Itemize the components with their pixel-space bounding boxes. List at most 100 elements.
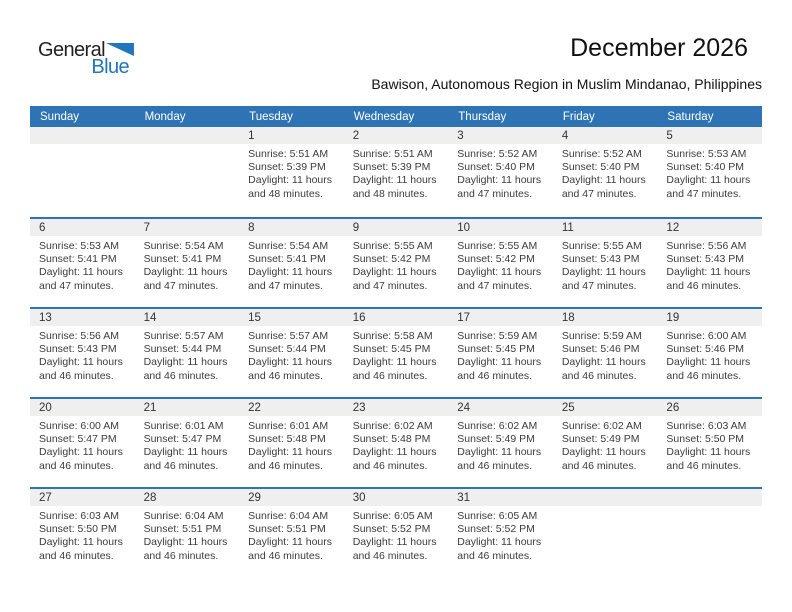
sunrise-line: Sunrise: 6:05 AM xyxy=(352,510,433,522)
day-number: 16 xyxy=(343,309,449,326)
daylight-line-1: Daylight: 11 hours xyxy=(457,446,542,459)
day-details: Sunrise: 5:57 AM Sunset: 5:44 PM Daylight:… xyxy=(135,326,240,383)
sunset-line: Sunset: 5:48 PM xyxy=(248,433,326,446)
day-number: 24 xyxy=(448,399,553,416)
daylight-line-1: Daylight: 11 hours xyxy=(39,446,123,459)
daylight-line-1: Daylight: 11 hours xyxy=(352,356,437,369)
day-cell: 7 Sunrise: 5:54 AM Sunset: 5:41 PM Daylight… xyxy=(134,219,240,307)
day-cell: 13 Sunrise: 5:56 AM Sunset: 5:43 PM Dayligh… xyxy=(30,309,135,397)
sunset-line: Sunset: 5:51 PM xyxy=(143,523,222,536)
day-cell: 30 Sunrise: 6:05 AM Sunset: 5:52 PM Dayligh… xyxy=(343,489,449,577)
day-details: Sunrise: 5:53 AM Sunset: 5:41 PM Daylight:… xyxy=(30,236,135,293)
daylight-line-2: and 46 minutes. xyxy=(352,459,428,472)
day-number: 25 xyxy=(552,399,658,416)
day-header-monday: Monday xyxy=(144,110,186,123)
sunset-line: Sunset: 5:43 PM xyxy=(39,343,117,356)
day-number: 20 xyxy=(30,399,135,416)
daylight-line-2: and 47 minutes. xyxy=(143,279,219,292)
day-cell: 17 Sunrise: 5:59 AM Sunset: 5:45 PM Dayligh… xyxy=(448,309,553,397)
daylight-line-2: and 47 minutes. xyxy=(666,187,742,200)
daylight-line-1: Daylight: 11 hours xyxy=(248,536,332,549)
day-number: 7 xyxy=(134,219,240,236)
day-cell xyxy=(134,127,240,217)
day-details: Sunrise: 5:51 AM Sunset: 5:39 PM Daylight:… xyxy=(344,144,449,201)
day-details: Sunrise: 6:02 AM Sunset: 5:48 PM Daylight:… xyxy=(344,416,449,473)
day-details: Sunrise: 6:01 AM Sunset: 5:47 PM Daylight:… xyxy=(135,416,240,473)
day-details: Sunrise: 5:57 AM Sunset: 5:44 PM Daylight:… xyxy=(239,326,344,383)
daylight-line-1: Daylight: 11 hours xyxy=(248,266,332,279)
daylight-line-2: and 46 minutes. xyxy=(39,459,114,472)
sunrise-line: Sunrise: 5:55 AM xyxy=(561,240,642,252)
day-cell xyxy=(657,489,762,577)
daylight-line-2: and 46 minutes. xyxy=(248,549,323,562)
sunset-line: Sunset: 5:42 PM xyxy=(352,253,431,266)
day-cell: 24 Sunrise: 6:02 AM Sunset: 5:49 PM Dayligh… xyxy=(448,399,553,487)
day-details: Sunrise: 5:56 AM Sunset: 5:43 PM Daylight:… xyxy=(30,326,135,383)
day-number xyxy=(134,127,240,144)
day-number: 1 xyxy=(239,127,344,144)
day-details: Sunrise: 5:59 AM Sunset: 5:46 PM Daylight:… xyxy=(553,326,658,383)
sunset-line: Sunset: 5:49 PM xyxy=(457,433,535,446)
day-header-sunday: Sunday xyxy=(40,110,80,123)
day-details: Sunrise: 6:01 AM Sunset: 5:48 PM Daylight:… xyxy=(239,416,344,473)
sunset-line: Sunset: 5:40 PM xyxy=(457,161,535,174)
daylight-line-2: and 46 minutes. xyxy=(143,369,219,382)
daylight-line-1: Daylight: 11 hours xyxy=(666,356,751,369)
daylight-line-1: Daylight: 11 hours xyxy=(248,174,332,187)
calendar-body: 1 Sunrise: 5:51 AM Sunset: 5:39 PM Daylight… xyxy=(30,127,762,577)
day-details: Sunrise: 5:53 AM Sunset: 5:40 PM Daylight:… xyxy=(657,144,762,201)
day-cell: 6 Sunrise: 5:53 AM Sunset: 5:41 PM Daylight… xyxy=(30,219,135,307)
daylight-line-1: Daylight: 11 hours xyxy=(248,356,332,369)
day-details: Sunrise: 5:58 AM Sunset: 5:45 PM Daylight:… xyxy=(344,326,449,383)
sunrise-line: Sunrise: 6:00 AM xyxy=(39,420,119,432)
daylight-line-1: Daylight: 11 hours xyxy=(561,174,646,187)
daylight-line-2: and 46 minutes. xyxy=(248,459,323,472)
day-cell: 28 Sunrise: 6:04 AM Sunset: 5:51 PM Dayligh… xyxy=(134,489,240,577)
day-cell: 25 Sunrise: 6:02 AM Sunset: 5:49 PM Dayligh… xyxy=(552,399,658,487)
daylight-line-2: and 46 minutes. xyxy=(561,369,637,382)
calendar-week-row: 20 Sunrise: 6:00 AM Sunset: 5:47 PM Dayligh… xyxy=(30,397,762,487)
daylight-line-2: and 47 minutes. xyxy=(352,279,428,292)
day-number: 17 xyxy=(448,309,553,326)
sunset-line: Sunset: 5:52 PM xyxy=(457,523,535,536)
day-cell: 27 Sunrise: 6:03 AM Sunset: 5:50 PM Dayligh… xyxy=(30,489,135,577)
logo-triangle-icon xyxy=(105,43,134,56)
day-cell: 31 Sunrise: 6:05 AM Sunset: 5:52 PM Dayligh… xyxy=(448,489,553,577)
day-details: Sunrise: 5:56 AM Sunset: 5:43 PM Daylight:… xyxy=(657,236,762,293)
daylight-line-2: and 48 minutes. xyxy=(352,187,428,200)
sunset-line: Sunset: 5:45 PM xyxy=(352,343,431,356)
day-number: 29 xyxy=(239,489,344,506)
day-number: 13 xyxy=(30,309,135,326)
sunset-line: Sunset: 5:45 PM xyxy=(457,343,535,356)
daylight-line-1: Daylight: 11 hours xyxy=(561,356,646,369)
day-details: Sunrise: 6:00 AM Sunset: 5:46 PM Daylight:… xyxy=(657,326,762,383)
sunrise-line: Sunrise: 6:01 AM xyxy=(143,420,224,432)
day-cell: 21 Sunrise: 6:01 AM Sunset: 5:47 PM Dayligh… xyxy=(134,399,240,487)
day-cell: 4 Sunrise: 5:52 AM Sunset: 5:40 PM Daylight… xyxy=(552,127,658,217)
sunrise-line: Sunrise: 6:00 AM xyxy=(666,330,747,342)
sunset-line: Sunset: 5:40 PM xyxy=(561,161,640,174)
sunrise-line: Sunrise: 6:03 AM xyxy=(39,510,119,522)
daylight-line-2: and 46 minutes. xyxy=(143,549,219,562)
day-number xyxy=(657,489,762,506)
day-cell: 18 Sunrise: 5:59 AM Sunset: 5:46 PM Dayligh… xyxy=(552,309,658,397)
sunrise-line: Sunrise: 6:02 AM xyxy=(561,420,642,432)
sunset-line: Sunset: 5:47 PM xyxy=(143,433,222,446)
day-cell: 9 Sunrise: 5:55 AM Sunset: 5:42 PM Daylight… xyxy=(343,219,449,307)
daylight-line-2: and 46 minutes. xyxy=(457,459,532,472)
daylight-line-1: Daylight: 11 hours xyxy=(39,536,123,549)
day-cell: 26 Sunrise: 6:03 AM Sunset: 5:50 PM Dayligh… xyxy=(657,399,762,487)
calendar-table: Sunday Monday Tuesday Wednesday Thursday… xyxy=(30,106,762,577)
daylight-line-2: and 46 minutes. xyxy=(352,369,428,382)
daylight-line-1: Daylight: 11 hours xyxy=(561,446,646,459)
day-number: 14 xyxy=(134,309,240,326)
day-cell: 20 Sunrise: 6:00 AM Sunset: 5:47 PM Dayligh… xyxy=(30,399,135,487)
day-header-thursday: Thursday xyxy=(458,110,507,123)
sunrise-line: Sunrise: 5:54 AM xyxy=(248,240,329,252)
daylight-line-1: Daylight: 11 hours xyxy=(143,266,228,279)
daylight-line-1: Daylight: 11 hours xyxy=(666,446,751,459)
daylight-line-2: and 46 minutes. xyxy=(561,459,637,472)
calendar-week-row: 27 Sunrise: 6:03 AM Sunset: 5:50 PM Dayligh… xyxy=(30,487,762,577)
sunset-line: Sunset: 5:43 PM xyxy=(561,253,640,266)
daylight-line-2: and 47 minutes. xyxy=(561,187,637,200)
